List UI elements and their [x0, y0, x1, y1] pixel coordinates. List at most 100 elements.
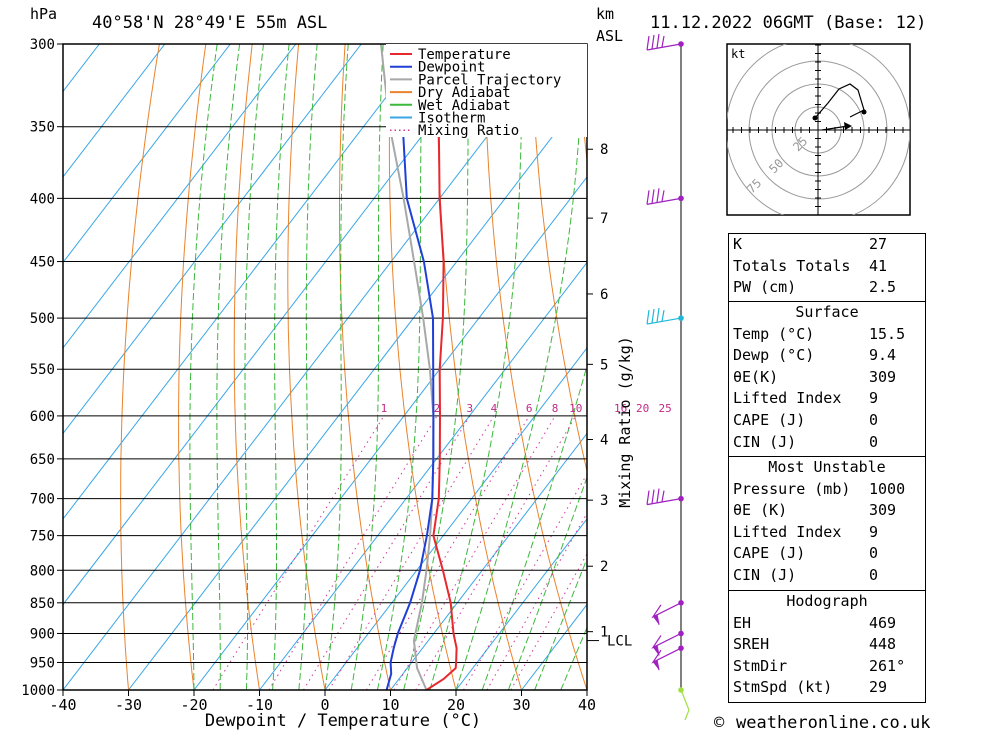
isotherm-line: [324, 347, 587, 690]
hodograph-stat-name: SREH: [733, 635, 770, 654]
dry-adiabat-line: [437, 44, 522, 690]
surface-name: CAPE (J): [733, 410, 806, 429]
temperature-tick-label: -30: [115, 696, 142, 714]
hodograph-stat-name: StmSpd (kt): [733, 678, 833, 697]
hodograph-stat-row: StmSpd (kt) 29: [729, 677, 925, 699]
most-unstable-row: Pressure (mb) 1000: [729, 479, 925, 501]
hodograph-stat-row: SREH 448: [729, 634, 925, 656]
wind-barb: [651, 630, 684, 656]
temperature-tick-label: -40: [49, 696, 76, 714]
hodograph-stat-value: 261°: [869, 656, 906, 675]
wet-adiabat-line: [534, 557, 587, 690]
isotherm-line: [193, 176, 587, 690]
wet-adiabat-line: [507, 476, 587, 690]
pressure-unit-label: hPa: [30, 5, 57, 23]
most-unstable-title: Most Unstable: [768, 458, 886, 476]
hodograph-point: [861, 109, 867, 115]
dry-adiabat-line: [576, 44, 587, 165]
isotherm-line: [63, 44, 362, 435]
isotherm-line: [390, 432, 587, 690]
wet-adiabat-line: [298, 44, 318, 690]
most-unstable-name: CAPE (J): [733, 544, 806, 563]
legend-label: Dewpoint: [418, 60, 485, 76]
temperature-tick-label: 30: [512, 696, 530, 714]
index-name: PW (cm): [733, 278, 797, 297]
mixing-ratio-label: 6: [526, 402, 533, 415]
mixing-ratio-label: 2: [434, 402, 441, 415]
mixing-ratio-label: 25: [658, 402, 671, 415]
wet-adiabat-line: [244, 44, 264, 690]
dry-adiabat-line: [233, 44, 260, 690]
mixing-ratio-label: 20: [636, 402, 649, 415]
wind-barb-shaft: [646, 188, 682, 205]
mixing-ratio-line: [510, 552, 587, 690]
mixing-ratio-label: 16: [614, 402, 627, 415]
hodograph-stat-value: 469: [869, 613, 897, 632]
km-tick-label: 1: [600, 625, 608, 641]
legend-label: Wet Adiabat: [418, 98, 511, 114]
pressure-tick-label: 800: [30, 563, 55, 579]
surface-value: 309: [869, 367, 897, 386]
surface-value: 9.4: [869, 346, 897, 365]
pressure-tick-label: 750: [30, 529, 55, 545]
dewpoint-line: [385, 44, 435, 690]
km-tick-label: 5: [600, 357, 608, 373]
hodograph-stat-name: StmDir: [733, 656, 788, 675]
surface-row: Dewp (°C) 9.4: [729, 345, 925, 367]
isotherm-line: [455, 518, 587, 690]
pressure-tick-label: 650: [30, 452, 55, 468]
surface-name: CIN (J): [733, 432, 797, 451]
indices-panel: K 27 Totals Totals 41 PW (cm) 2.5: [728, 233, 926, 302]
km-unit-label: km: [596, 5, 614, 23]
isobar-lines: [57, 43, 587, 691]
km-tick-label: 2: [600, 559, 608, 575]
mixing-ratio-axis-label: Mixing Ratio (g/kg): [616, 336, 634, 508]
mixing-ratio-label: 4: [491, 402, 498, 415]
surface-row: Lifted Index 9: [729, 388, 925, 410]
isotherm-line: [63, 44, 231, 264]
surface-name: Dewp (°C): [733, 346, 815, 365]
hodograph-stat-value: 448: [869, 635, 897, 654]
index-row: PW (cm) 2.5: [729, 277, 925, 299]
pressure-tick-label: 700: [30, 492, 55, 508]
most-unstable-row: CIN (J) 0: [729, 565, 925, 587]
axis-labels: 1 2 3 4 6 8 10 16 20 2530035040045050055060065070…: [21, 37, 671, 714]
wind-barb-shaft: [651, 647, 682, 671]
most-unstable-value: 0: [869, 565, 879, 584]
most-unstable-name: Pressure (mb): [733, 479, 851, 498]
wet-adiabat-line: [376, 44, 424, 690]
hodograph-stats-title: Hodograph: [786, 592, 868, 610]
surface-value: 0: [869, 410, 879, 429]
wind-barb: [678, 687, 690, 721]
wind-barb: [646, 488, 684, 506]
wind-barb: [646, 308, 684, 325]
surface-row: CIN (J) 0: [729, 432, 925, 454]
hodograph-stat-row: StmDir 261°: [729, 656, 925, 678]
storm-motion-vector: [821, 125, 849, 131]
dry-adiabat-line: [949, 44, 1000, 690]
parcel-trajectory-line: [380, 44, 435, 690]
lcl-label: LCL: [607, 634, 632, 650]
mixing-ratio-label: 3: [466, 402, 473, 415]
site-credit: weatheronline.co.uk: [736, 713, 930, 733]
km-tick-label: 7: [600, 211, 608, 227]
temperature-tick-label: 0: [320, 696, 329, 714]
index-value: 27: [869, 235, 888, 253]
temperature-tick-label: 40: [578, 696, 596, 714]
wind-profile: [646, 33, 690, 721]
location-title: 40°58'N 28°49'E 55m ASL: [92, 13, 327, 33]
surface-value: 9: [869, 389, 879, 408]
pressure-tick-label: 350: [30, 120, 55, 136]
index-row: Totals Totals 41: [729, 256, 925, 278]
copyright-symbol: ©: [714, 713, 725, 733]
asl-label: ASL: [596, 27, 623, 45]
wind-barb-shaft: [646, 308, 682, 325]
isotherm-line: [63, 44, 166, 178]
mixing-ratio-label: 8: [552, 402, 559, 415]
plot-frame: [62, 43, 588, 691]
wind-barb: [646, 188, 684, 205]
